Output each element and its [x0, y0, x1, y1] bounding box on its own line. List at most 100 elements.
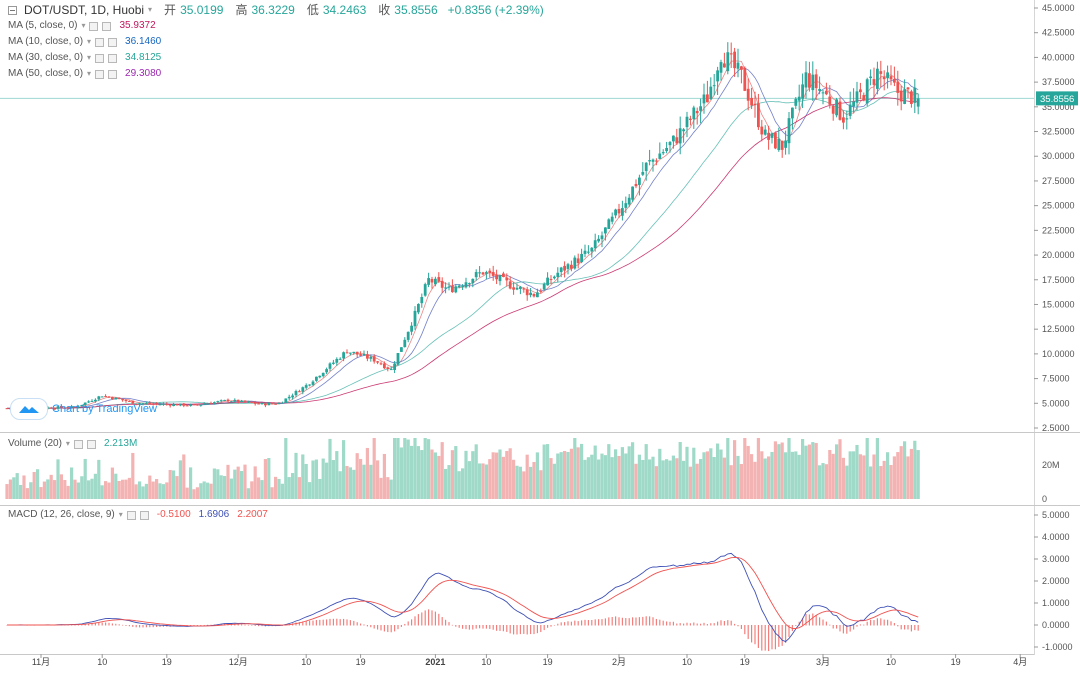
candle-body	[587, 251, 590, 253]
candle-body	[876, 68, 879, 89]
settings-icon[interactable]	[126, 510, 136, 520]
close-label: 收	[378, 3, 391, 17]
volume-bar	[253, 466, 257, 499]
volume-bar	[593, 445, 597, 499]
candle-body	[213, 402, 216, 405]
candle-body	[553, 276, 556, 279]
volume-bar	[461, 468, 465, 499]
candle-body	[767, 132, 770, 140]
volume-bar	[532, 461, 536, 499]
chevron-down-icon[interactable]: ▾	[118, 510, 123, 519]
volume-bar	[39, 487, 43, 499]
indicator-label[interactable]: MA (10, close, 0)	[8, 36, 84, 47]
volume-bar	[733, 440, 737, 499]
volume-bar	[484, 464, 488, 499]
price-tick-label: 22.5000	[1042, 225, 1075, 235]
settings-icon[interactable]	[73, 439, 83, 449]
candle-body	[804, 72, 808, 88]
candle-body	[311, 381, 315, 385]
chevron-down-icon[interactable]: ▾	[87, 53, 92, 62]
candle-body	[287, 396, 291, 399]
candle-body	[165, 403, 169, 405]
volume-bar	[790, 451, 794, 499]
candle-body	[321, 372, 325, 377]
volume-bar	[916, 450, 920, 499]
volume-bar	[219, 475, 223, 499]
candle-body	[607, 219, 611, 229]
volume-bar	[209, 483, 213, 499]
volume-bar	[46, 479, 50, 499]
volume-bar	[87, 480, 91, 499]
settings-icon[interactable]	[89, 21, 99, 31]
candle-body	[825, 90, 828, 95]
close-icon[interactable]	[102, 21, 112, 31]
volume-bar	[872, 454, 876, 499]
volume-bar	[36, 469, 40, 499]
volume-bar	[756, 438, 760, 499]
macd-lines	[6, 552, 919, 652]
volume-bar	[195, 487, 199, 499]
volume-bar	[427, 439, 431, 499]
volume-bar	[634, 463, 638, 499]
candle-body	[114, 397, 118, 400]
indicator-label[interactable]: MA (50, close, 0)	[8, 68, 84, 79]
candle-body	[780, 140, 784, 150]
volume-bar	[542, 444, 546, 499]
volume-bar	[865, 438, 869, 499]
macd-legend[interactable]: MACD (12, 26, close, 9) ▾ -0.5100 1.6906…	[8, 508, 268, 522]
volume-bar	[549, 458, 553, 499]
close-icon[interactable]	[86, 439, 96, 449]
volume-bar	[12, 477, 16, 499]
close-icon[interactable]	[108, 69, 118, 79]
candle-body	[750, 97, 753, 106]
settings-icon[interactable]	[95, 37, 105, 47]
volume-legend[interactable]: Volume (20) ▾ 2.213M	[8, 437, 137, 451]
volume-bar	[216, 469, 220, 499]
volume-bar	[858, 454, 862, 499]
symbol-title[interactable]: DOT/USDT, 1D, Huobi	[24, 3, 145, 17]
close-icon[interactable]	[139, 510, 149, 520]
volume-bar	[743, 438, 747, 499]
chevron-down-icon[interactable]: ▾	[148, 5, 153, 14]
chevron-down-icon[interactable]: ▾	[87, 37, 92, 46]
macd-label[interactable]: MACD (12, 26, close, 9)	[8, 509, 115, 520]
volume-bar	[148, 475, 152, 499]
price-tick-label: 17.5000	[1042, 275, 1075, 285]
macd-tick-label: 5.0000	[1042, 510, 1070, 520]
candle-body	[658, 153, 662, 159]
chevron-down-icon[interactable]: ▾	[81, 21, 86, 30]
volume-bar	[335, 451, 339, 499]
indicator-label[interactable]: MA (30, close, 0)	[8, 52, 84, 63]
candle-body	[760, 126, 764, 135]
macd-hist-value: -0.5100	[156, 509, 191, 520]
volume-bar	[875, 438, 879, 499]
candle-body	[702, 94, 706, 104]
volume-bar	[879, 466, 883, 499]
volume-label[interactable]: Volume (20)	[8, 438, 62, 449]
tradingview-attribution[interactable]: Chart by TradingView	[10, 398, 157, 420]
volume-bar	[495, 452, 499, 499]
chevron-down-icon[interactable]: ▾	[87, 69, 92, 78]
indicator-ma30[interactable]: MA (30, close, 0) ▾ 34.8125	[8, 51, 161, 65]
volume-bar	[151, 481, 155, 499]
indicator-ma50[interactable]: MA (50, close, 0) ▾ 29.3080	[8, 67, 161, 81]
candle-body	[294, 390, 298, 396]
collapse-icon[interactable]	[8, 5, 17, 15]
indicator-ma10[interactable]: MA (10, close, 0) ▾ 36.1460	[8, 35, 161, 49]
close-icon[interactable]	[108, 53, 118, 63]
candle-body	[651, 159, 655, 162]
indicator-ma5[interactable]: MA (5, close, 0) ▾ 35.9372	[8, 19, 156, 33]
chevron-down-icon[interactable]: ▾	[65, 439, 70, 448]
candle-body	[733, 51, 736, 69]
close-icon[interactable]	[108, 37, 118, 47]
settings-icon[interactable]	[95, 53, 105, 63]
price-tick-label: 10.0000	[1042, 349, 1075, 359]
price-tick-label: 27.5000	[1042, 176, 1075, 186]
volume-bar	[610, 457, 614, 499]
time-tick-label: 2月	[612, 657, 626, 667]
volume-bar	[236, 466, 240, 499]
candle-body	[87, 401, 90, 403]
indicator-label[interactable]: MA (5, close, 0)	[8, 20, 78, 31]
settings-icon[interactable]	[95, 69, 105, 79]
attribution-text[interactable]: Chart by TradingView	[52, 403, 157, 415]
